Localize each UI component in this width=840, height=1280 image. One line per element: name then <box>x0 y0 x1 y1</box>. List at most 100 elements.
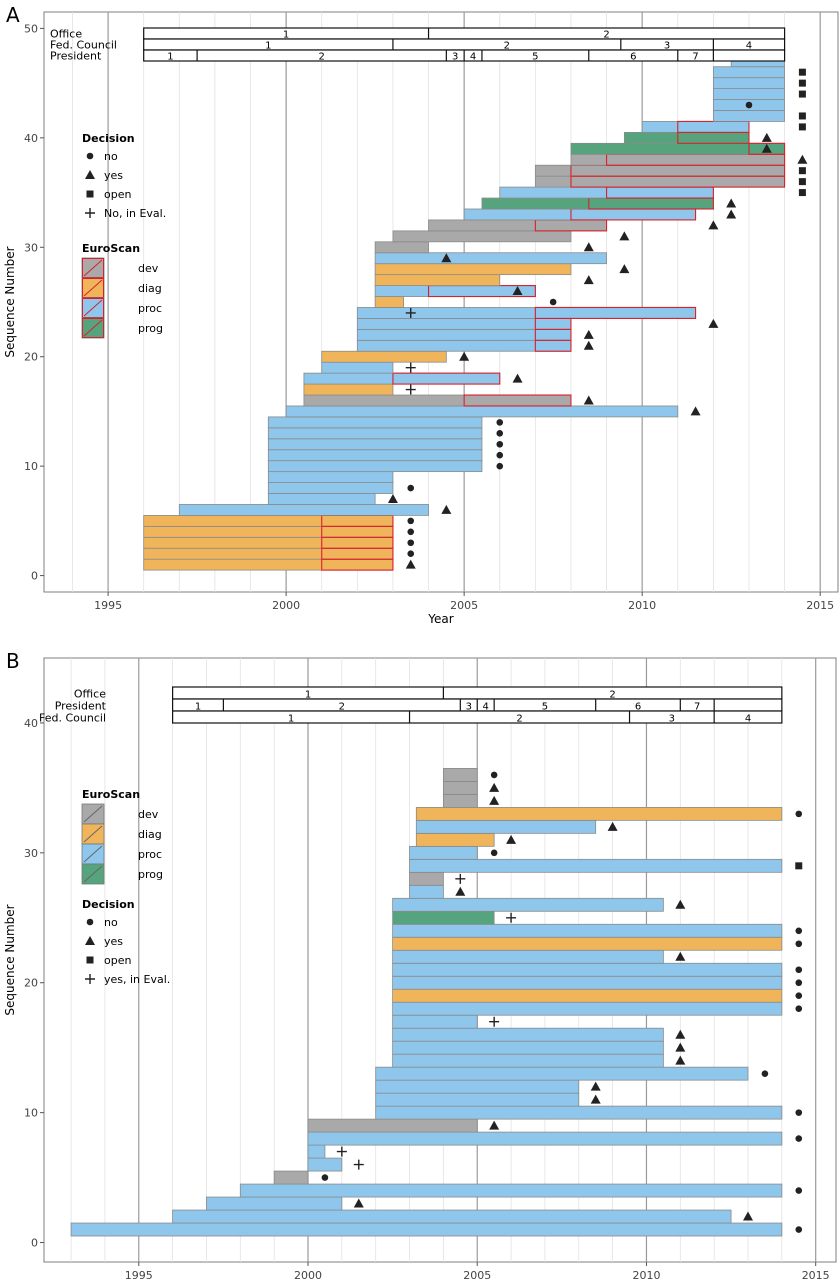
bar-proc <box>178 504 429 516</box>
timeline-row <box>143 27 786 40</box>
bar-proc <box>409 845 478 860</box>
decision-yes-marker <box>455 886 466 896</box>
decision-eval-marker <box>455 873 466 884</box>
decision-eval-marker <box>353 1159 364 1170</box>
decision-no-marker <box>490 849 498 857</box>
decision-legend-label: No, in Eval. <box>104 207 166 220</box>
decision-no-marker <box>496 430 504 437</box>
timeline-segment-label: 1 <box>167 52 173 63</box>
bar-diag <box>321 350 447 363</box>
x-tick-label: 1995 <box>94 599 122 612</box>
decision-yes-marker <box>761 132 772 142</box>
legend-yes-marker <box>85 936 95 945</box>
timeline-row-label: President <box>55 700 107 713</box>
bar-proc <box>375 1066 749 1081</box>
euroscan-legend-label: proc <box>138 302 162 315</box>
y-tick-label: 30 <box>24 241 38 254</box>
timeline-segment-label: 1 <box>195 702 201 713</box>
x-axis-label: Year <box>427 612 453 626</box>
bar-diag <box>374 296 405 308</box>
euroscan-legend-label: dev <box>138 808 159 821</box>
legend-eval-marker <box>85 974 95 984</box>
y-tick-label: 40 <box>24 717 38 730</box>
legend-swatch-outline <box>82 318 104 338</box>
bar-proc <box>392 923 783 938</box>
decision-no-marker <box>795 1135 803 1142</box>
bar-prog <box>623 131 750 144</box>
decision-no-marker <box>795 1005 803 1013</box>
bar-proc <box>712 110 785 122</box>
decision-no-marker <box>795 1109 803 1116</box>
timeline-segment-label: 2 <box>603 30 609 41</box>
y-tick-label: 0 <box>31 570 38 583</box>
decision-legend-title: Decision <box>82 898 135 911</box>
decision-no-marker <box>496 451 504 459</box>
timeline-row <box>172 710 783 724</box>
decision-no-marker <box>795 810 803 818</box>
decision-no-marker <box>795 927 803 935</box>
timeline-segment-label: 5 <box>542 702 548 713</box>
bar-proc <box>392 1001 783 1016</box>
bar-diag <box>143 558 394 571</box>
euroscan-legend-label: prog <box>138 322 163 335</box>
timeline-segment-label: 3 <box>664 41 670 52</box>
euroscan-legend-title: EuroScan <box>82 242 140 255</box>
x-tick-label: 2010 <box>632 1269 660 1280</box>
bar-proc <box>392 949 664 964</box>
bar-proc <box>392 1014 478 1029</box>
decision-open-marker <box>798 68 806 76</box>
legend-eval-marker <box>85 208 95 218</box>
bar-eval-outline <box>463 394 572 407</box>
bar-proc <box>356 318 572 330</box>
decision-yes-marker <box>761 143 772 153</box>
legend-swatch-slash <box>83 279 103 297</box>
bar-proc <box>712 77 785 90</box>
decision-no-marker <box>795 979 803 987</box>
timeline-row <box>172 686 783 700</box>
bar-proc <box>307 1131 783 1146</box>
bar-proc <box>70 1222 783 1237</box>
bar-proc <box>409 884 444 899</box>
panel-a: 1995 2000 2005 2010 2015 0 10 20 30 40 50 Year Seque… <box>3 11 839 626</box>
decision-legend-title: Decision <box>82 132 135 145</box>
decision-yes-marker <box>675 899 686 909</box>
decision-yes-marker <box>583 340 594 350</box>
bar-diag <box>415 806 783 821</box>
euroscan-legend-label: dev <box>138 262 159 275</box>
decision-no-marker <box>407 517 415 525</box>
decision-open-marker <box>798 90 806 98</box>
bar-proc <box>392 962 783 977</box>
bar-proc <box>392 1040 664 1055</box>
bar-prog <box>392 910 495 925</box>
decision-yes-marker <box>675 1029 686 1039</box>
decision-eval-marker <box>405 307 416 318</box>
decision-legend-label: open <box>104 188 131 201</box>
bar-proc <box>172 1209 732 1224</box>
bar-proc <box>303 372 501 385</box>
bar-proc <box>267 471 394 483</box>
decision-eval-marker <box>336 1146 347 1157</box>
decision-open-marker <box>798 79 806 87</box>
decision-open-marker <box>795 862 803 870</box>
legend-swatch-slash <box>83 319 103 337</box>
decision-yes-marker <box>590 1094 601 1104</box>
decision-yes-marker <box>590 1081 601 1091</box>
decision-no-marker <box>761 1070 769 1077</box>
decision-open-marker <box>798 167 806 175</box>
decision-yes-marker <box>512 373 523 383</box>
legend-swatch-slash <box>83 845 103 863</box>
bar-dev <box>409 871 444 886</box>
decision-eval-marker <box>405 362 416 373</box>
decision-eval-marker <box>506 912 517 923</box>
timeline-segment-label: 4 <box>483 702 489 713</box>
x-tick-label: 2005 <box>463 1269 491 1280</box>
bar-diag <box>374 274 501 286</box>
decision-yes-marker <box>583 242 594 252</box>
bar-dev <box>273 1170 309 1185</box>
x-tick-label: 2000 <box>272 599 300 612</box>
legend-open-marker <box>86 956 94 964</box>
decision-yes-marker <box>619 231 630 241</box>
bar-dev <box>392 230 572 243</box>
bar-proc <box>415 819 597 834</box>
x-tick-label: 2000 <box>294 1269 322 1280</box>
